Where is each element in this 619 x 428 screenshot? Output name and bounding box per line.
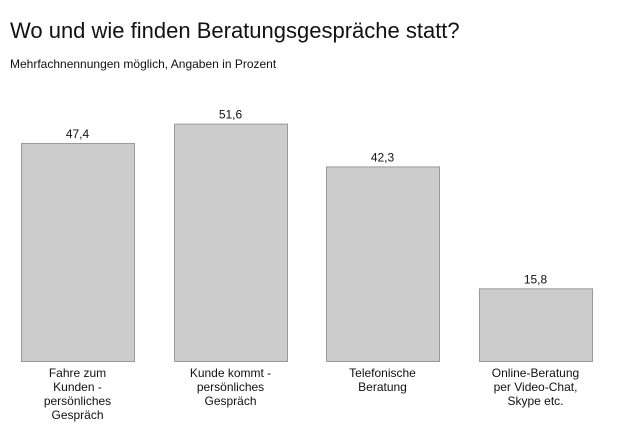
bar-1 (21, 142, 135, 362)
category-label-1: Fahre zum Kunden -persönliches Gespräch (44, 366, 111, 422)
bar-2 (174, 123, 288, 362)
chart-title: Wo und wie finden Beratungsgespräche sta… (10, 18, 460, 43)
category-label-3: Telefonische Beratung (349, 366, 416, 394)
category-label-2: Kunde kommt -persönliches Gespräch (190, 366, 271, 408)
bar-3 (326, 166, 440, 362)
bars-group: 47,4 Fahre zum Kunden -persönliches Gespräc… (21, 108, 593, 422)
bar-4 (479, 288, 593, 363)
chart-subtitle: Mehrfachnennungen möglich, Angaben in Pr… (10, 57, 277, 71)
value-label-2: 51,6 (219, 108, 243, 122)
value-label-4: 15,8 (524, 272, 548, 286)
category-label-4: Online-Beratung per Video-Chat, Skype etc. (492, 366, 579, 408)
value-label-1: 47,4 (66, 127, 90, 141)
value-label-3: 42,3 (371, 150, 395, 164)
